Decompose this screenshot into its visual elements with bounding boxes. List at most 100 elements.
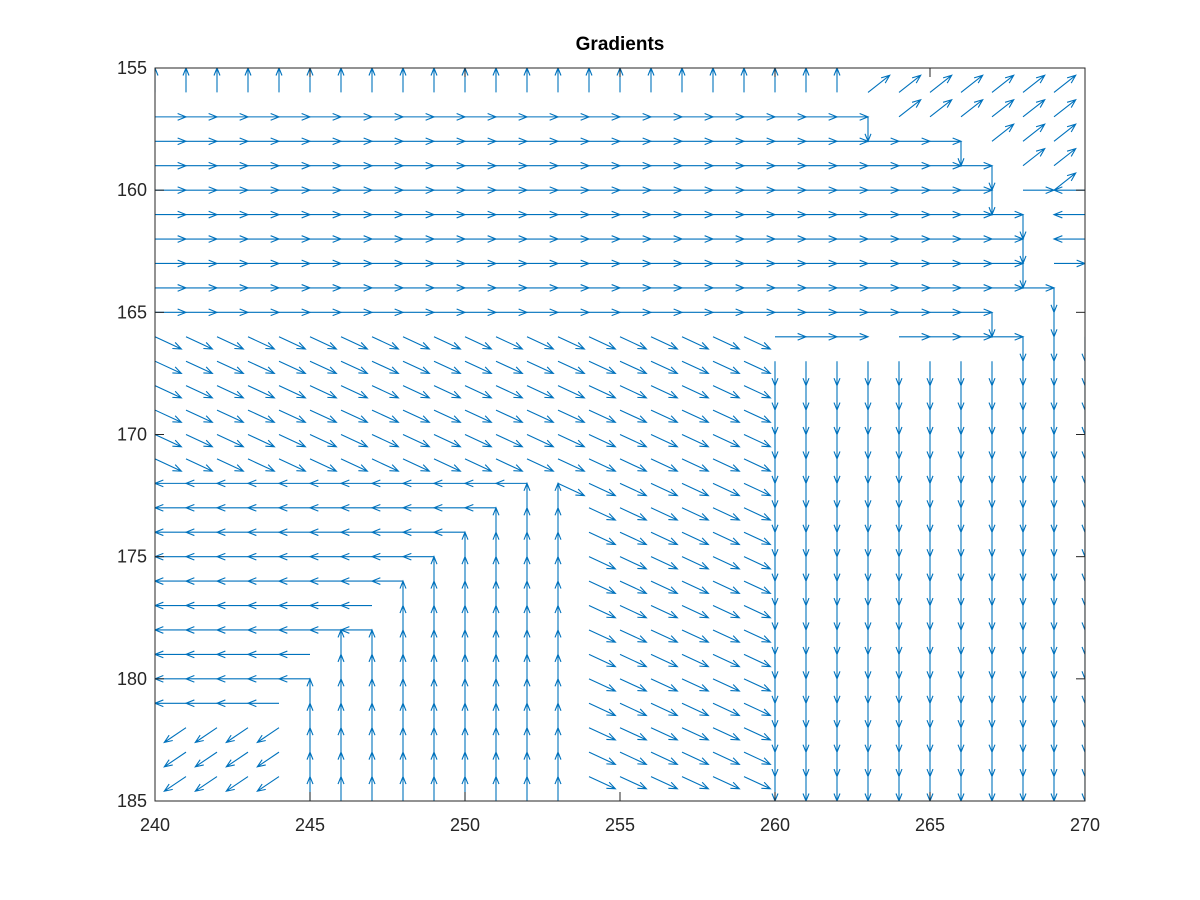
arrow: [681, 434, 710, 448]
arrow: [957, 654, 965, 681]
arrow: [588, 605, 617, 619]
arrow: [588, 727, 617, 741]
arrow: [464, 336, 493, 350]
arrow: [1019, 507, 1027, 534]
arrow: [1052, 235, 1085, 243]
arrow: [523, 701, 531, 728]
arrow: [588, 507, 617, 521]
arrow: [554, 530, 562, 557]
arrow: [523, 530, 531, 557]
arrow: [399, 677, 407, 704]
arrow: [554, 726, 562, 753]
arrow: [215, 674, 248, 683]
arrow: [1050, 581, 1058, 608]
arrow: [712, 434, 741, 448]
arrow: [184, 503, 217, 512]
arrow: [864, 361, 872, 388]
arrow: [216, 360, 245, 375]
arrow: [681, 336, 710, 350]
arrow: [588, 385, 617, 399]
arrow: [430, 579, 438, 606]
arrow: [256, 776, 280, 793]
arrow: [401, 528, 434, 537]
arrow: [650, 751, 679, 765]
arrow: [194, 727, 218, 744]
arrow: [588, 336, 617, 350]
arrow: [256, 727, 280, 744]
arrow: [277, 601, 310, 610]
arrow: [277, 650, 310, 659]
arrow: [743, 507, 772, 521]
arrow: [308, 503, 341, 512]
arrow: [155, 699, 186, 708]
arrow: [246, 552, 279, 561]
arrow: [588, 776, 617, 790]
arrow: [712, 629, 741, 643]
x-tick-label: 255: [605, 815, 635, 835]
arrow: [650, 605, 679, 619]
arrow: [463, 503, 496, 512]
arrow: [185, 336, 214, 350]
arrow: [433, 336, 462, 350]
arrow: [895, 507, 903, 534]
arrow: [619, 556, 648, 570]
arrow: [988, 434, 996, 461]
arrow: [1019, 654, 1027, 681]
arrow: [308, 552, 341, 561]
arrow: [833, 654, 841, 681]
y-tick-label: 160: [117, 180, 147, 200]
arrow: [743, 629, 772, 643]
arrow: [650, 727, 679, 741]
arrow: [464, 434, 493, 448]
arrow: [526, 336, 555, 350]
arrow: [650, 507, 679, 521]
arrow: [988, 654, 996, 681]
arrow: [743, 482, 772, 497]
arrow: [650, 580, 679, 594]
arrow: [681, 702, 710, 717]
arrow: [461, 701, 469, 728]
arrow: [523, 628, 531, 655]
arrow: [554, 677, 562, 704]
arrow: [461, 652, 469, 679]
arrow: [155, 650, 186, 659]
arrow: [155, 360, 183, 375]
arrow: [1050, 654, 1058, 681]
arrow: [278, 458, 307, 472]
arrow: [368, 677, 376, 704]
arrow: [712, 776, 741, 790]
arrow: [526, 360, 555, 375]
arrow: [371, 434, 400, 448]
arrow: [495, 409, 524, 423]
arrow: [554, 750, 562, 777]
arrow: [681, 727, 710, 741]
arrow: [557, 409, 586, 423]
arrow: [1053, 98, 1077, 118]
arrow: [277, 528, 310, 537]
arrow: [337, 677, 345, 704]
arrow: [278, 385, 307, 399]
arrow: [988, 581, 996, 608]
arrow: [895, 654, 903, 681]
arrow: [492, 68, 500, 93]
arrow: [619, 605, 648, 619]
arrow: [278, 336, 307, 350]
arrow: [1081, 483, 1085, 510]
arrow: [864, 654, 872, 681]
arrow: [681, 605, 710, 619]
arrow: [743, 678, 772, 692]
arrow: [988, 727, 996, 754]
arrow: [1081, 605, 1085, 632]
arrow: [368, 750, 376, 777]
y-tick-label: 185: [117, 791, 147, 811]
arrow: [155, 409, 183, 423]
arrow: [523, 604, 531, 630]
arrow: [492, 701, 500, 728]
arrow: [309, 385, 338, 399]
arrow: [399, 701, 407, 728]
arrow: [619, 482, 648, 497]
arrow: [185, 385, 214, 399]
arrow: [371, 385, 400, 399]
arrow: [650, 653, 679, 668]
arrow: [833, 434, 841, 461]
